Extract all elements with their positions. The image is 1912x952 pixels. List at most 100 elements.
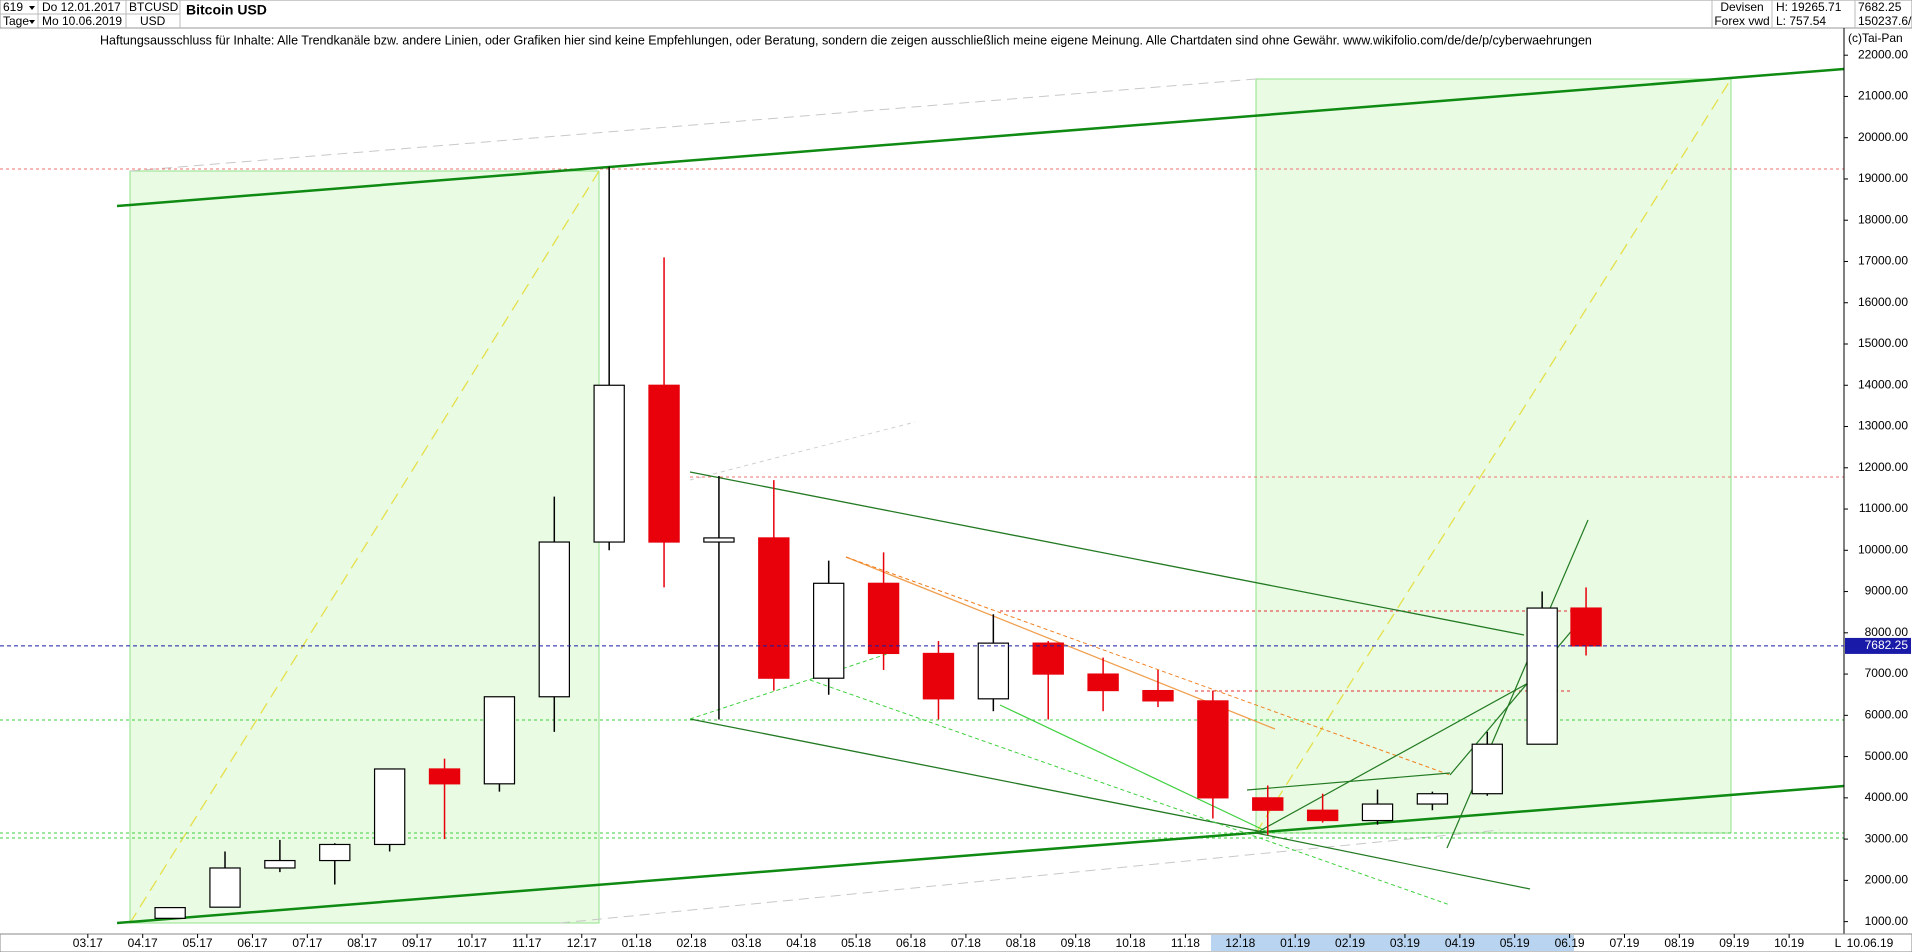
- high: H: 19265.71: [1776, 0, 1842, 14]
- trend-line: [1446, 519, 1589, 849]
- y-tick-label: 19000.00: [1858, 171, 1908, 185]
- y-tick-label: 18000.00: [1858, 212, 1908, 226]
- disclaimer: Haftungsausschluss für Inhalte: Alle Tre…: [100, 33, 1592, 47]
- channel-line: [689, 471, 1525, 636]
- y-tick-label: 20000.00: [1858, 130, 1908, 144]
- guide-line: [559, 829, 1501, 924]
- trend-line: [845, 556, 1451, 776]
- x-tick-label: 09.17: [402, 936, 432, 950]
- x-tick-label: 05.18: [841, 936, 871, 950]
- y-tick-label: 6000.00: [1865, 708, 1909, 722]
- x-tick-label: 09.18: [1061, 936, 1091, 950]
- header: 619 Tage Do 12.01.2017 Mo 10.06.2019 BTC…: [0, 0, 1912, 29]
- x-tick-label: 10.19: [1774, 936, 1804, 950]
- market: Devisen: [1720, 0, 1763, 14]
- candle-body: [154, 906, 186, 919]
- x-tick-label: 03.18: [731, 936, 761, 950]
- x-tick-label: 04.18: [786, 936, 816, 950]
- candle-body: [1416, 793, 1449, 805]
- projection-line: [129, 170, 600, 924]
- trend-line: [116, 67, 1845, 208]
- y-tick-label: 9000.00: [1865, 584, 1909, 598]
- axis-mode[interactable]: L: [1835, 936, 1842, 950]
- source: Forex vwd: [1714, 14, 1769, 28]
- candle-body: [977, 642, 1010, 700]
- x-tick-label: 04.17: [128, 936, 158, 950]
- x-tick-label: 10.18: [1116, 936, 1146, 950]
- candle-body: [1197, 700, 1229, 799]
- candle-body: [813, 582, 845, 679]
- candle-body: [1361, 803, 1394, 822]
- volume: 150237.6/: [1858, 14, 1912, 28]
- trend-line: [999, 704, 1271, 834]
- candle-body: [1252, 797, 1284, 811]
- y-tick-label: 1000.00: [1865, 914, 1909, 928]
- candle-body: [648, 384, 680, 543]
- x-tick-label: 02.18: [676, 936, 706, 950]
- currency: USD: [140, 14, 166, 28]
- symbol: BTCUSD: [129, 0, 179, 14]
- x-tick-label: 04.19: [1445, 936, 1475, 950]
- date-end: 10.06.19: [1847, 936, 1894, 950]
- last-price-label: 7682.25: [1865, 638, 1909, 652]
- candle-body: [483, 696, 516, 785]
- x-tick-label: 07.17: [292, 936, 322, 950]
- candle-body: [1306, 809, 1339, 822]
- x-tick-label: 05.19: [1500, 936, 1530, 950]
- period[interactable]: Tage: [3, 14, 29, 28]
- x-tick-label: 07.19: [1609, 936, 1639, 950]
- candle-body: [758, 537, 790, 679]
- trend-line: [689, 652, 891, 720]
- candle-body: [538, 541, 570, 698]
- y-tick-label: 4000.00: [1865, 790, 1909, 804]
- x-tick-label: 02.19: [1335, 936, 1365, 950]
- y-tick-label: 12000.00: [1858, 460, 1908, 474]
- x-tick-label: 01.18: [622, 936, 652, 950]
- x-tick-label: 06.17: [237, 936, 267, 950]
- y-tick-label: 3000.00: [1865, 831, 1909, 845]
- y-tick-label: 21000.00: [1858, 89, 1908, 103]
- channel-line: [689, 718, 1269, 834]
- y-tick-label: 22000.00: [1858, 47, 1908, 61]
- x-tick-label: 08.19: [1664, 936, 1694, 950]
- x-tick-label: 01.19: [1280, 936, 1310, 950]
- x-tick-label: 11.18: [1171, 936, 1200, 950]
- count[interactable]: 619: [3, 0, 23, 14]
- x-tick-label: 07.18: [951, 936, 981, 950]
- y-tick-label: 16000.00: [1858, 295, 1908, 309]
- x-tick-label: 03.19: [1390, 936, 1420, 950]
- x-axis-highlight: [1211, 935, 1574, 951]
- y-tick-label: 5000.00: [1865, 749, 1909, 763]
- x-tick-label: 05.17: [183, 936, 213, 950]
- candle-body: [703, 537, 735, 543]
- y-tick-label: 17000.00: [1858, 254, 1908, 268]
- chart-title: Bitcoin USD: [186, 2, 267, 18]
- y-tick-label: 7000.00: [1865, 666, 1909, 680]
- dropdown-arrow: [29, 20, 35, 24]
- candle-body: [319, 843, 351, 862]
- candle-body: [428, 768, 461, 785]
- candle-body: [1471, 743, 1503, 795]
- candle-body: [209, 867, 241, 908]
- candle-body: [593, 384, 625, 543]
- header-bar: [0, 0, 1912, 29]
- x-tick-label: 12.17: [567, 936, 597, 950]
- candle-body: [922, 652, 955, 700]
- dropdown-arrow: [29, 6, 35, 10]
- candle-body: [373, 768, 406, 846]
- guide-line: [689, 421, 916, 481]
- start-date: Do 12.01.2017: [42, 0, 121, 14]
- last-price-tag: [1845, 637, 1911, 654]
- trend-line: [1255, 832, 1531, 890]
- candle-body: [1526, 607, 1558, 745]
- x-tick-label: 06.18: [896, 936, 926, 950]
- x-tick-label: 11.17: [512, 936, 541, 950]
- candle-body: [264, 859, 296, 869]
- trend-line: [1255, 681, 1531, 834]
- trend-line: [116, 784, 1845, 925]
- overlays: [0, 67, 1845, 925]
- candle-body: [1087, 673, 1119, 692]
- candle-body: [1570, 607, 1602, 647]
- guide-line: [129, 78, 1257, 172]
